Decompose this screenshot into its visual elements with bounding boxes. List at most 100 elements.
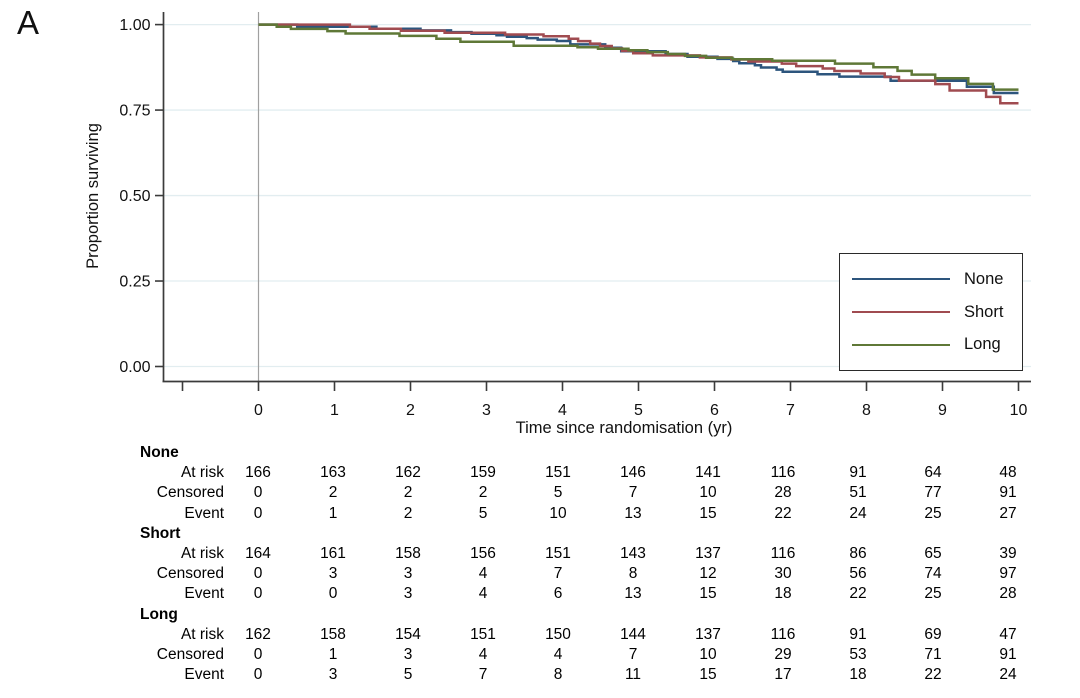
risk-value: 0	[253, 666, 263, 684]
risk-value: 86	[849, 545, 867, 562]
risk-value: 22	[849, 585, 867, 603]
legend-label: None	[964, 269, 1004, 288]
risk-row-label: Censored	[156, 484, 224, 502]
risk-value: 91	[849, 464, 867, 482]
risk-value: 162	[395, 464, 421, 482]
legend-label: Short	[964, 302, 1004, 321]
x-axis-title: Time since randomisation (yr)	[516, 419, 733, 437]
risk-value: 163	[320, 464, 346, 482]
risk-value: 154	[395, 625, 421, 643]
risk-value: 6	[553, 585, 563, 603]
risk-value: 3	[403, 646, 413, 663]
x-tick-label: 5	[634, 402, 643, 419]
risk-value: 4	[478, 565, 488, 583]
risk-row-label: Censored	[156, 646, 224, 663]
risk-value: 12	[699, 565, 717, 583]
risk-value: 10	[699, 484, 717, 502]
risk-value: 0	[328, 585, 338, 603]
risk-value: 150	[545, 625, 571, 643]
risk-value: 4	[478, 585, 488, 603]
risk-row-label: Censored	[156, 565, 224, 583]
y-tick-label: 0.25	[119, 274, 150, 291]
risk-group-label: Short	[140, 524, 181, 542]
y-tick-label: 1.00	[119, 17, 150, 34]
risk-value: 91	[849, 625, 867, 643]
legend-item-none: None	[852, 270, 1022, 289]
risk-value: 51	[849, 484, 867, 502]
risk-value: 10	[699, 646, 717, 663]
x-tick-label: 10	[1010, 402, 1028, 419]
risk-value: 151	[545, 545, 571, 562]
x-tick-label: 3	[482, 402, 491, 419]
risk-value: 15	[699, 666, 717, 684]
legend-line-swatch	[852, 311, 950, 313]
risk-value: 116	[770, 464, 796, 482]
x-tick-label: 0	[254, 402, 263, 419]
risk-value: 2	[403, 504, 413, 522]
risk-value: 4	[553, 646, 563, 663]
risk-value: 8	[628, 565, 638, 583]
risk-value: 18	[849, 666, 867, 684]
risk-value: 13	[624, 585, 642, 603]
y-tick-label: 0.75	[119, 103, 150, 120]
risk-value: 24	[999, 666, 1017, 684]
risk-value: 18	[774, 585, 792, 603]
risk-value: 22	[774, 504, 792, 522]
risk-value: 156	[470, 545, 496, 562]
legend-line-swatch	[852, 278, 950, 281]
risk-value: 5	[478, 504, 488, 522]
risk-value: 3	[328, 565, 338, 583]
legend-item-long: Long	[852, 335, 1022, 354]
risk-value: 158	[320, 625, 346, 643]
risk-value: 7	[478, 666, 488, 684]
risk-value: 0	[253, 504, 263, 522]
risk-value: 3	[403, 565, 413, 583]
risk-row-label: At risk	[180, 545, 224, 562]
risk-value: 4	[478, 646, 488, 663]
x-tick-label: 4	[558, 402, 567, 419]
x-tick-label: 7	[786, 402, 795, 419]
risk-value: 0	[253, 484, 263, 502]
x-tick-label: 1	[330, 402, 339, 419]
x-tick-label: 9	[938, 402, 947, 419]
risk-value: 5	[553, 484, 563, 502]
risk-value: 161	[320, 545, 346, 562]
x-tick-label: 8	[862, 402, 871, 419]
risk-value: 13	[624, 504, 642, 522]
risk-value: 158	[395, 545, 421, 562]
risk-value: 144	[620, 625, 646, 643]
risk-row-label: Event	[184, 585, 224, 603]
risk-value: 7	[628, 646, 638, 663]
risk-value: 71	[924, 646, 942, 663]
risk-value: 25	[924, 585, 942, 603]
risk-value: 0	[253, 565, 263, 583]
risk-value: 17	[774, 666, 792, 684]
risk-value: 164	[245, 545, 271, 562]
risk-value: 2	[403, 484, 413, 502]
risk-value: 7	[628, 484, 638, 502]
risk-value: 64	[924, 464, 942, 482]
risk-row-label: Event	[184, 666, 224, 684]
risk-row-label: At risk	[180, 625, 224, 643]
risk-value: 1	[328, 646, 338, 663]
risk-value: 162	[245, 625, 271, 643]
risk-value: 137	[695, 625, 721, 643]
risk-group-label: None	[140, 444, 179, 461]
risk-value: 28	[774, 484, 792, 502]
risk-value: 10	[549, 504, 567, 522]
risk-row-label: At risk	[180, 464, 224, 482]
survival-curve-long	[258, 23, 1019, 91]
risk-value: 5	[403, 666, 413, 684]
risk-value: 2	[328, 484, 338, 502]
risk-value: 146	[620, 464, 646, 482]
risk-row-label: Event	[184, 504, 224, 522]
risk-value: 53	[849, 646, 867, 663]
risk-value: 69	[924, 625, 942, 643]
legend-item-short: Short	[852, 303, 1022, 322]
risk-value: 65	[924, 545, 942, 562]
risk-value: 3	[328, 666, 338, 684]
risk-value: 97	[999, 565, 1017, 583]
risk-value: 29	[774, 646, 792, 663]
